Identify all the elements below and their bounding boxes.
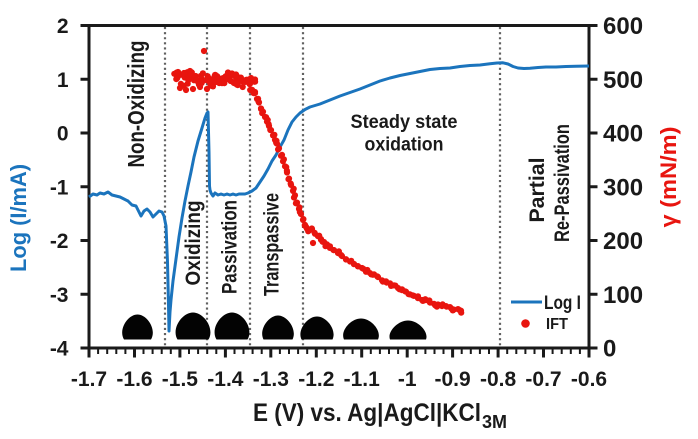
svg-text:0: 0 [603,336,616,363]
svg-text:E (V) vs. Ag|AgCl|KCl: E (V) vs. Ag|AgCl|KCl [253,399,481,427]
svg-text:γ (mN/m): γ (mN/m) [656,127,681,228]
svg-text:-0.8: -0.8 [480,368,517,391]
svg-text:Re-Passivation: Re-Passivation [550,124,574,242]
svg-text:IFT: IFT [546,316,568,333]
svg-text:Partial: Partial [525,158,549,223]
svg-text:-3: -3 [50,284,69,307]
svg-text:300: 300 [603,174,643,201]
svg-text:3M: 3M [482,412,507,432]
svg-text:600: 600 [603,13,643,40]
svg-text:1: 1 [57,69,69,92]
svg-text:Steady state: Steady state [351,112,458,133]
svg-text:-1.3: -1.3 [253,368,289,391]
svg-text:400: 400 [603,121,643,148]
svg-text:-1.1: -1.1 [344,368,381,391]
svg-text:-1.7: -1.7 [71,368,107,391]
svg-text:-0.9: -0.9 [435,368,471,391]
svg-text:Transpassive: Transpassive [260,193,284,296]
svg-text:-4: -4 [50,338,69,361]
svg-text:-1.4: -1.4 [207,368,244,391]
svg-text:oxidation: oxidation [365,135,444,156]
svg-text:Non-Oxidizing: Non-Oxidizing [123,41,149,168]
svg-text:-1.6: -1.6 [116,368,152,391]
svg-text:500: 500 [603,67,643,94]
svg-text:Log I: Log I [544,293,581,314]
svg-text:-1.5: -1.5 [162,368,199,391]
svg-text:-1: -1 [398,368,417,391]
svg-text:Oxidizing: Oxidizing [181,201,205,286]
svg-text:-1.2: -1.2 [298,368,334,391]
svg-text:-0.6: -0.6 [571,368,607,391]
svg-text:2: 2 [57,15,69,38]
svg-text:100: 100 [603,282,643,309]
svg-text:-1: -1 [50,176,69,199]
svg-text:200: 200 [603,228,643,255]
svg-text:-2: -2 [50,230,69,253]
svg-text:Passivation: Passivation [218,200,242,294]
svg-text:-0.7: -0.7 [525,368,561,391]
svg-text:0: 0 [57,123,69,146]
svg-text:Log (I/mA): Log (I/mA) [6,164,31,272]
